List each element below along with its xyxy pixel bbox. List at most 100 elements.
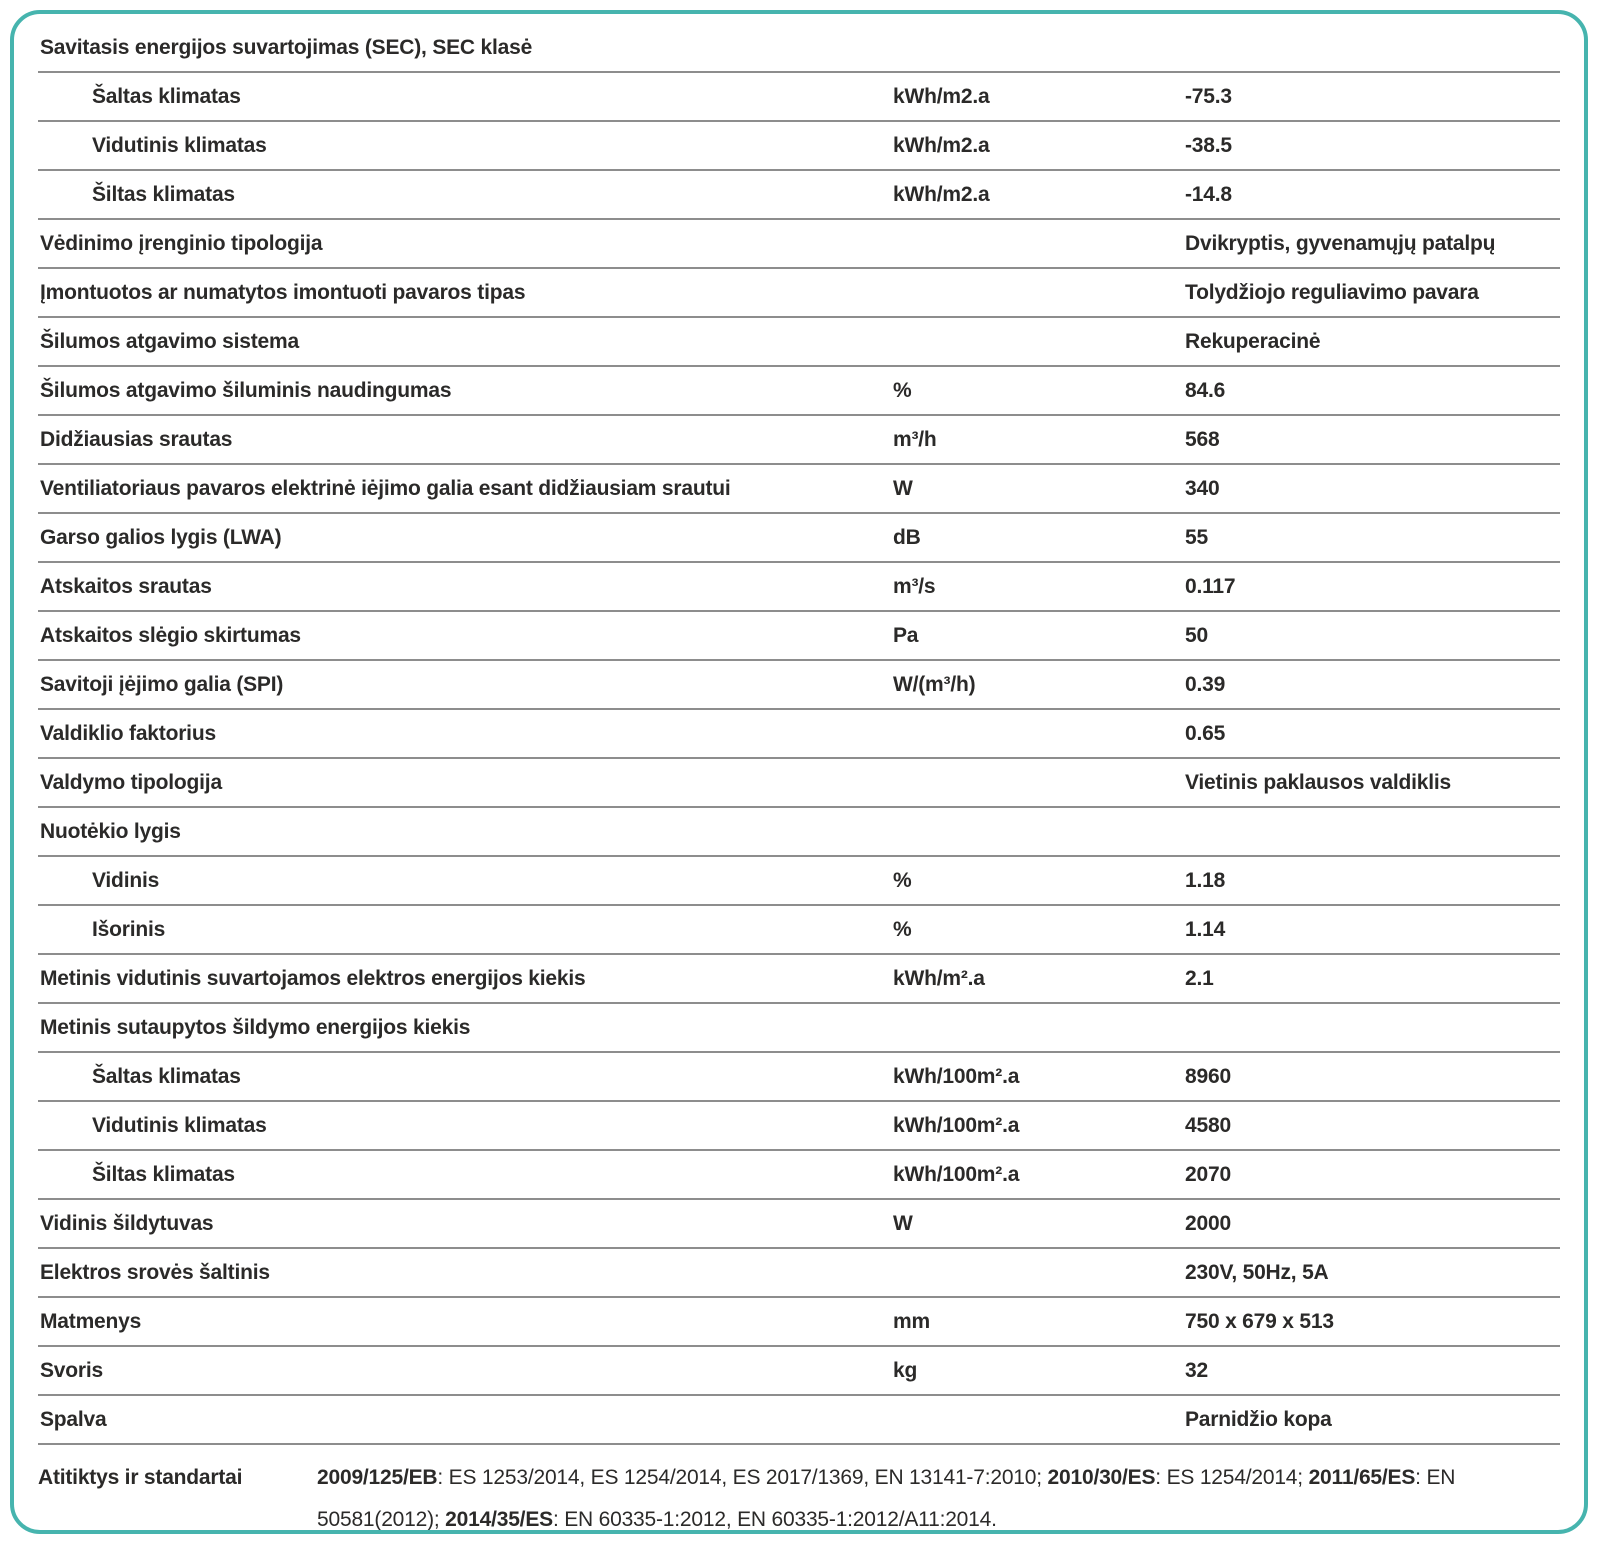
spec-row: Atskaitos slėgio skirtumas Pa 50 <box>38 612 1560 661</box>
row-unit: % <box>893 378 912 402</box>
row-label: Elektros srovės šaltinis <box>40 1260 270 1284</box>
spec-row: Valdymo tipologija Vietinis paklausos val… <box>38 759 1560 808</box>
row-value: 0.117 <box>1185 574 1236 598</box>
row-value: 750 x 679 x 513 <box>1185 1309 1334 1333</box>
row-unit: Pa <box>893 623 919 647</box>
row-label: Spalva <box>40 1407 107 1431</box>
row-value: Vietinis paklausos valdiklis <box>1185 770 1451 794</box>
row-value: 0.39 <box>1185 672 1226 696</box>
row-label: Metinis sutaupytos šildymo energijos kie… <box>40 1015 471 1039</box>
row-value: Parnidžio kopa <box>1185 1407 1332 1431</box>
spec-row: Svoris kg 32 <box>38 1347 1560 1396</box>
spec-row: Vidinis šildytuvas W 2000 <box>38 1200 1560 1249</box>
spec-row: Spalva Parnidžio kopa <box>38 1396 1560 1445</box>
row-value: 1.14 <box>1185 917 1226 941</box>
standard-directive: 2009/125/EB <box>317 1466 438 1489</box>
row-label: Vidinis <box>92 868 160 892</box>
row-label: Šiltas klimatas <box>92 1162 235 1186</box>
standards-label: Atitiktys ir standartai <box>38 1466 243 1489</box>
row-label: Šilumos atgavimo šiluminis naudingumas <box>40 378 452 402</box>
row-unit: kWh/m2.a <box>893 84 990 108</box>
row-label: Išorinis <box>92 917 166 941</box>
row-unit: kWh/100m².a <box>893 1113 1020 1137</box>
spec-row: Metinis vidutinis suvartojamos elektros … <box>38 955 1560 1004</box>
standard-directive: 2010/30/ES <box>1047 1466 1156 1489</box>
spec-row: Išorinis% 1.14 <box>38 906 1560 955</box>
spec-row: Šiltas klimatas kWh/m2.a -14.8 <box>38 171 1560 220</box>
spec-row: Šilumos atgavimo šiluminis naudingumas% 8… <box>38 367 1560 416</box>
standard-references: : ES 1253/2014, ES 1254/2014, ES 2017/13… <box>437 1466 1048 1489</box>
row-label: Metinis vidutinis suvartojamos elektros … <box>40 966 586 990</box>
spec-row: Vidinis% 1.18 <box>38 857 1560 906</box>
row-value: 4580 <box>1185 1113 1231 1137</box>
spec-row: Garso galios lygis (LWA) dB 55 <box>38 514 1560 563</box>
row-label: Šaltas klimatas <box>92 1064 241 1088</box>
row-value: -14.8 <box>1185 182 1232 206</box>
spec-table: Savitasis energijos suvartojimas (SEC), … <box>38 24 1560 1445</box>
standards-text: 2009/125/EB: ES 1253/2014, ES 1254/2014,… <box>317 1457 1560 1531</box>
spec-row: Įmontuotos ar numatytos imontuoti pavaro… <box>38 269 1560 318</box>
row-label: Šiltas klimatas <box>92 182 235 206</box>
row-unit: kWh/m2.a <box>893 133 990 157</box>
row-label: Matmenys <box>40 1309 142 1333</box>
row-label: Atskaitos srautas <box>40 574 212 598</box>
spec-row: Valdiklio faktorius 0.65 <box>38 710 1560 759</box>
spec-row: Elektros srovės šaltinis 230V, 50Hz, 5A <box>38 1249 1560 1298</box>
section-row: Savitasis energijos suvartojimas (SEC), … <box>38 24 1560 73</box>
row-unit: mm <box>893 1309 930 1333</box>
spec-card: Savitasis energijos suvartojimas (SEC), … <box>10 10 1588 1534</box>
row-label: Vidinis šildytuvas <box>40 1211 214 1235</box>
spec-row: Vidutinis klimatas kWh/m2.a -38.5 <box>38 122 1560 171</box>
row-value: 50 <box>1185 623 1208 647</box>
row-value: 2070 <box>1185 1162 1231 1186</box>
row-value: 84.6 <box>1185 378 1226 402</box>
row-label: Šaltas klimatas <box>92 84 241 108</box>
spec-row: Vidutinis klimatas kWh/100m².a 4580 <box>38 1102 1560 1151</box>
spec-row: Šaltas klimatas kWh/100m².a 8960 <box>38 1053 1560 1102</box>
spec-row: Didžiausias srautas m³/h 568 <box>38 416 1560 465</box>
spec-row: Matmenys mm 750 x 679 x 513 <box>38 1298 1560 1347</box>
standard-references: : EN 50581(2012); <box>317 1466 1456 1531</box>
row-unit: kWh/100m².a <box>893 1162 1020 1186</box>
row-unit: dB <box>893 525 921 549</box>
row-label: Įmontuotos ar numatytos imontuoti pavaro… <box>40 280 526 304</box>
row-unit: kWh/100m².a <box>893 1064 1020 1088</box>
row-unit: m³/h <box>893 427 937 451</box>
spec-row: Ventiliatoriaus pavaros elektrinė iėjimo… <box>38 465 1560 514</box>
row-label: Savitasis energijos suvartojimas (SEC), … <box>40 35 533 59</box>
row-value: 230V, 50Hz, 5A <box>1185 1260 1329 1284</box>
row-value: Dvikryptis, gyvenamųjų patalpų <box>1185 231 1496 255</box>
row-value: -75.3 <box>1185 84 1232 108</box>
spec-row: Šilumos atgavimo sistema Rekuperacinė <box>38 318 1560 367</box>
row-label: Valdiklio faktorius <box>40 721 216 745</box>
row-unit: W <box>893 1211 913 1235</box>
row-label: Ventiliatoriaus pavaros elektrinė iėjimo… <box>40 476 731 500</box>
row-label: Valdymo tipologija <box>40 770 222 794</box>
standards-row: Atitiktys ir standartai 2009/125/EB: ES … <box>38 1445 1560 1531</box>
row-value: -38.5 <box>1185 133 1232 157</box>
spec-row: Savitoji įėjimo galia (SPI) W/(m³/h) 0.39 <box>38 661 1560 710</box>
spec-row: Atskaitos srautas m³/s 0.117 <box>38 563 1560 612</box>
row-value: 32 <box>1185 1358 1208 1382</box>
row-label: Didžiausias srautas <box>40 427 233 451</box>
standard-directive: 2014/35/ES <box>445 1508 553 1531</box>
row-value: Rekuperacinė <box>1185 329 1321 353</box>
row-value: 8960 <box>1185 1064 1231 1088</box>
row-label: Šilumos atgavimo sistema <box>40 329 299 353</box>
row-value: Tolydžiojo reguliavimo pavara <box>1185 280 1479 304</box>
standard-references: : ES 1254/2014; <box>1155 1466 1309 1489</box>
row-unit: % <box>893 868 912 892</box>
row-unit: kWh/m2.a <box>893 182 990 206</box>
spec-row: Šiltas klimatas kWh/100m².a 2070 <box>38 1151 1560 1200</box>
row-unit: % <box>893 917 912 941</box>
row-unit: W/(m³/h) <box>893 672 976 696</box>
row-value: 2.1 <box>1185 966 1214 990</box>
row-value: 55 <box>1185 525 1208 549</box>
row-label: Garso galios lygis (LWA) <box>40 525 282 549</box>
standard-directive: 2011/65/ES <box>1308 1466 1416 1489</box>
row-value: 340 <box>1185 476 1220 500</box>
row-label: Vidutinis klimatas <box>92 1113 267 1137</box>
section-row: Nuotėkio lygis <box>38 808 1560 857</box>
row-label: Vėdinimo įrenginio tipologija <box>40 231 323 255</box>
